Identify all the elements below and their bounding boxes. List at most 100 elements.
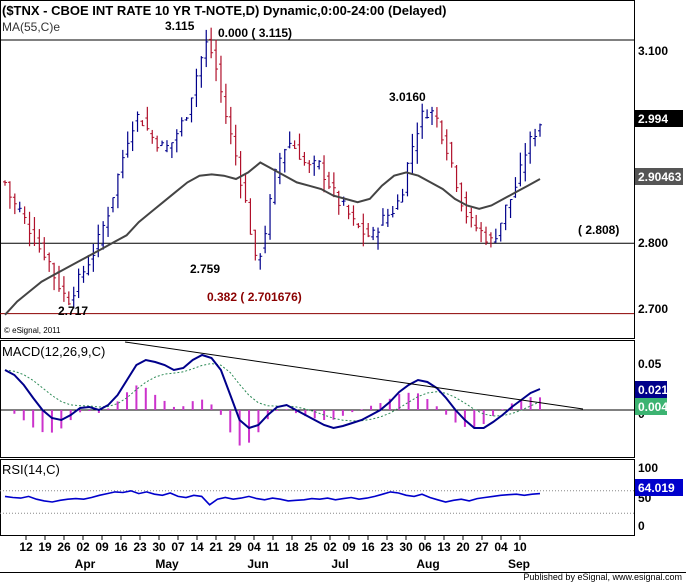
macd-hist-bar (88, 410, 91, 411)
macd-hist-bar (501, 409, 504, 410)
xtick-label: 30 (399, 540, 413, 554)
xtick-label: 12 (19, 540, 33, 554)
macd-ytick-005: 0.05 (638, 357, 662, 371)
rsi-layer (0, 489, 634, 514)
macd-hist-bar (210, 404, 213, 410)
macd-hist-bar (332, 410, 335, 420)
month-label: Jul (331, 557, 348, 571)
macd-hist-bar (313, 410, 316, 419)
xtick-label: 09 (342, 540, 356, 554)
macd-hist-bar (219, 410, 222, 415)
copyright-text: © eSignal, 2011 (4, 326, 61, 335)
macd-hist-bar (126, 392, 129, 410)
rsi-ytick-100: 100 (638, 461, 658, 475)
macd-panel-frame (0, 340, 635, 458)
ma-label: MA(55,C)e (2, 20, 60, 34)
macd-hist-bar (32, 410, 35, 428)
xtick-label: 19 (38, 540, 52, 554)
last-price-value: 2.994 (638, 112, 668, 126)
rsi-title: RSI(14,C) (2, 462, 60, 477)
xtick-label: 02 (323, 540, 337, 554)
macd-hist-bar (276, 410, 279, 411)
xtick-label: 09 (95, 540, 109, 554)
label-3016: 3.0160 (389, 90, 426, 104)
ma-value-box (635, 168, 683, 185)
macd-hist-bar (529, 397, 532, 410)
macd-hist-bar (398, 394, 401, 410)
macd-hist-bar (435, 406, 438, 410)
xtick-label: 16 (114, 540, 128, 554)
xtick-label: 04 (494, 540, 508, 554)
macd-signal-line (4, 362, 541, 422)
label-fib-382: 0.382 ( 2.701676) (207, 290, 302, 304)
xtick-label: 26 (57, 540, 71, 554)
label-2759: 2.759 (190, 262, 220, 276)
macd-hist-bar (454, 410, 457, 423)
xtick-label: 21 (209, 540, 223, 554)
xtick-label: 02 (76, 540, 90, 554)
xtick-label: 06 (418, 540, 432, 554)
macd-layer (0, 341, 634, 446)
signal-value: 0.004 (638, 400, 668, 414)
label-high: 3.115 (165, 19, 195, 33)
macd-hist-bar (116, 401, 119, 410)
macd-title: MACD(12,26,9,C) (2, 344, 105, 359)
month-label: Apr (75, 557, 96, 571)
macd-hist-bar (13, 410, 16, 414)
xtick-label: 20 (456, 540, 470, 554)
macd-hist-bar (229, 410, 232, 433)
label-2717: 2.717 (58, 304, 88, 318)
macd-hist-bar (294, 410, 297, 414)
label-fib-0: 0.000 ( 3.115) (218, 26, 292, 40)
macd-line (4, 353, 541, 430)
xtick-label: 07 (171, 540, 185, 554)
xtick-label: 23 (380, 540, 394, 554)
month-label: Jun (247, 557, 268, 571)
macd-hist-bar (107, 408, 110, 410)
macd-hist-bar (482, 410, 485, 425)
macd-hist-bar (238, 410, 241, 446)
xtick-label: 14 (190, 540, 204, 554)
macd-hist-bar (416, 393, 419, 410)
macd-hist-bar (201, 399, 204, 410)
rsi-line (4, 489, 541, 506)
ma-value: 2.90463 (638, 170, 682, 184)
rsi-value: 64.019 (638, 481, 675, 495)
xtick-label: 27 (475, 540, 489, 554)
signal-value-box (635, 398, 667, 415)
macd-value-box (635, 381, 667, 398)
macd-hist-bar (473, 410, 476, 429)
macd-hist-bar (248, 410, 251, 443)
macd-hist-bar (407, 392, 410, 410)
macd-hist-bar (79, 410, 82, 413)
macd-value: 0.021 (638, 383, 668, 397)
macd-hist-bar (172, 406, 175, 410)
macd-hist-bar (388, 398, 391, 410)
month-label: Sep (508, 557, 530, 571)
macd-hist-bar (426, 399, 429, 410)
xtick-label: 25 (304, 540, 318, 554)
macd-trendline (124, 341, 584, 410)
macd-hist-bar (520, 399, 523, 410)
macd-hist-bar (370, 405, 373, 410)
macd-hist-bar (41, 410, 44, 433)
macd-hist-bar (379, 403, 382, 410)
price-layer (0, 27, 634, 316)
xtick-label: 29 (228, 540, 242, 554)
macd-hist-bar (50, 410, 53, 433)
axis-layer: 12 19 26 02 09 16 23 30 07 14 21 29 04 11 18 25 02 09 16 23… (19, 535, 530, 571)
xtick-label: 30 (152, 540, 166, 554)
macd-hist-bar (97, 410, 100, 413)
month-label: Aug (416, 557, 439, 571)
price-panel-frame (0, 0, 635, 339)
xtick-label: 13 (437, 540, 451, 554)
macd-hist-bar (135, 385, 138, 410)
month-label: May (155, 557, 179, 571)
macd-hist-bar (257, 410, 260, 433)
macd-hist-bar (539, 397, 541, 410)
macd-hist-bar (463, 410, 466, 427)
footer-text: Published by eSignal, www.esignal.com (523, 572, 682, 582)
last-price-box (635, 110, 683, 127)
macd-hist-bar (492, 410, 495, 417)
